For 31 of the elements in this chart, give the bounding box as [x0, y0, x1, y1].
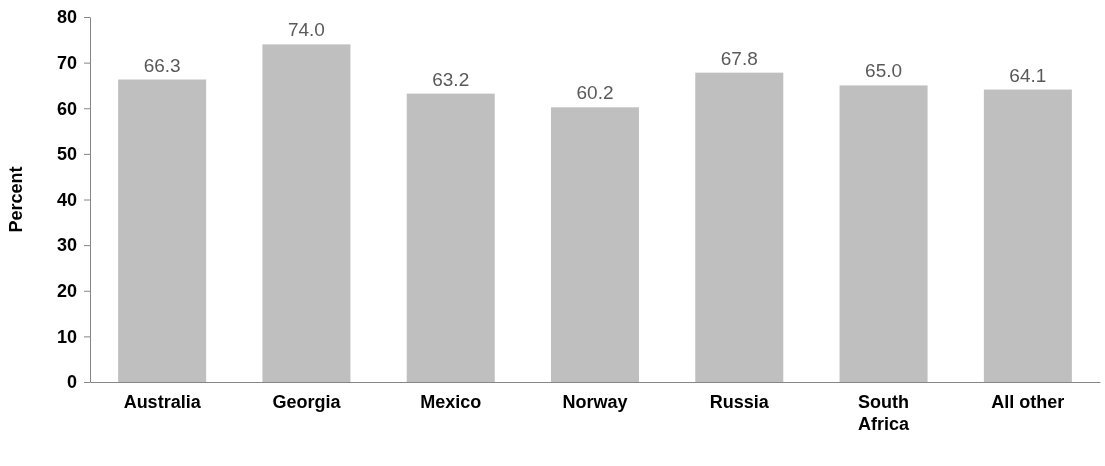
y-tick-label: 30 — [56, 235, 77, 256]
y-tick-label: 80 — [56, 7, 77, 28]
data-label: 64.1 — [1009, 64, 1047, 86]
data-label: 65.0 — [865, 60, 903, 82]
bar — [406, 93, 495, 382]
y-tick-label: 60 — [56, 98, 77, 119]
y-tick-label: 40 — [56, 189, 77, 210]
y-tick-label: 50 — [56, 144, 77, 165]
data-label: 63.2 — [432, 68, 470, 90]
x-tick-label: Norway — [562, 392, 628, 413]
y-tick-label: 20 — [56, 281, 77, 302]
y-tick-label: 0 — [66, 372, 77, 393]
x-tick-label: Australia — [123, 392, 202, 413]
bar — [983, 89, 1072, 382]
x-tick-label: Georgia — [272, 392, 342, 413]
y-axis-title: Percent — [6, 166, 26, 233]
x-tick-label: All other — [991, 392, 1065, 413]
bar — [262, 44, 351, 382]
data-label: 74.0 — [287, 19, 325, 41]
x-tick-label: Russia — [709, 392, 770, 413]
bar — [550, 107, 640, 382]
data-label: 67.8 — [720, 47, 758, 69]
y-tick-label: 70 — [56, 52, 77, 73]
data-label: 60.2 — [576, 82, 614, 104]
bar — [695, 72, 784, 382]
bar — [118, 79, 207, 382]
data-label: 66.3 — [143, 54, 181, 76]
y-tick-label: 10 — [56, 326, 77, 347]
x-tick-label: Mexico — [420, 392, 482, 413]
x-tick-label: South Africa — [858, 392, 911, 434]
bar — [839, 85, 928, 382]
